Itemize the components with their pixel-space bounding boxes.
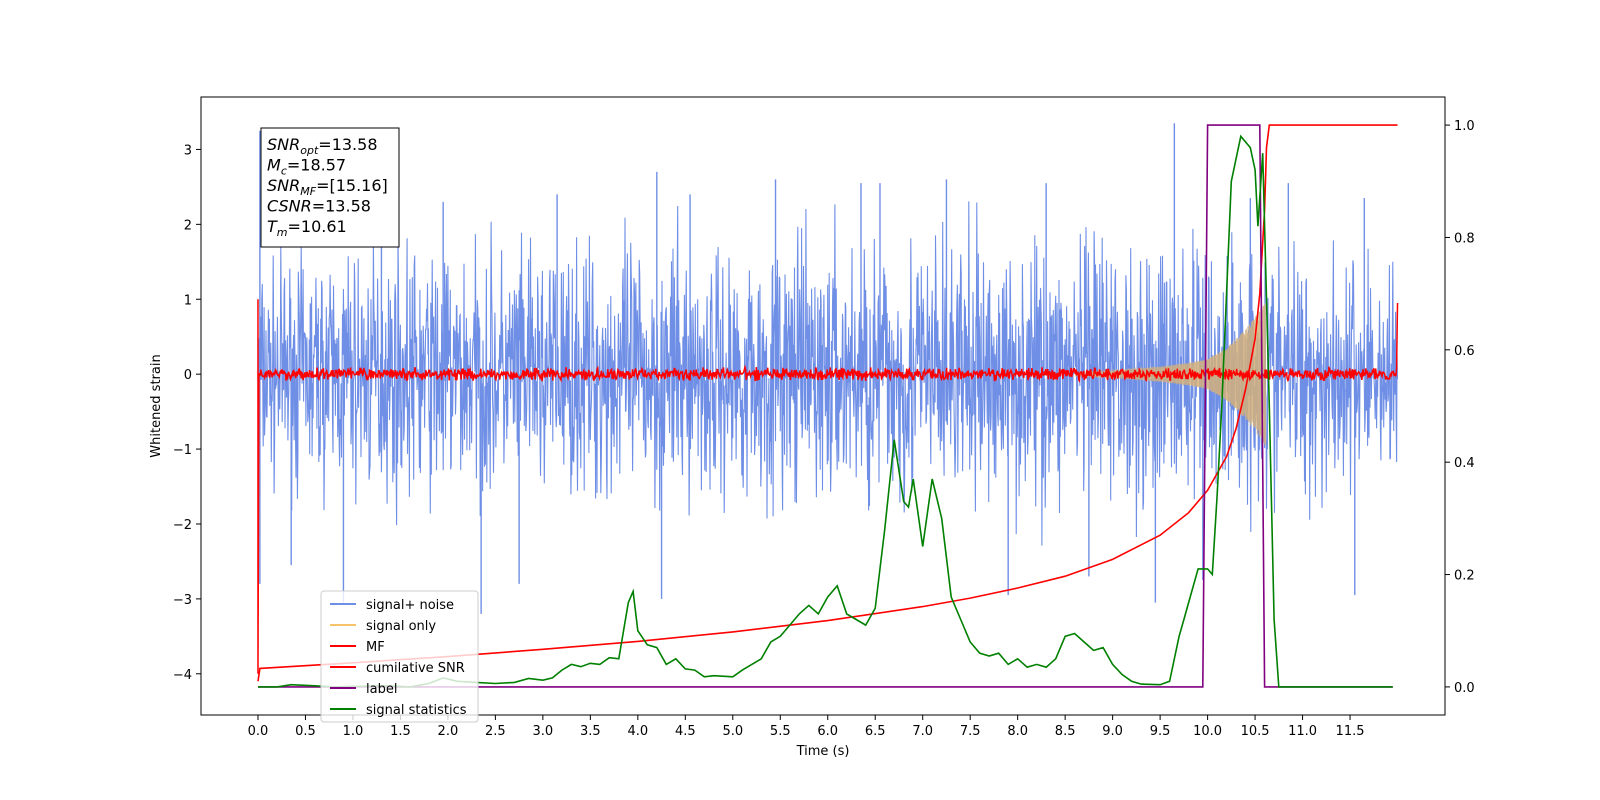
y-tick-label: 1 [184,293,192,308]
x-tick-label: 9.0 [1102,724,1123,739]
x-tick-label: 3.0 [533,724,554,739]
y-axis-label: Whitened strain [149,354,164,457]
x-tick-label: 3.5 [580,724,601,739]
annotation-line: CSNR=13.58 [267,197,371,216]
x-tick-label: 4.5 [675,724,696,739]
x-tick-label: 8.5 [1055,724,1076,739]
legend-label: label [366,682,397,697]
annotation-line: SNRMF=[15.16] [267,176,388,198]
annotation-line: Mc=18.57 [267,156,346,178]
x-tick-label: 7.5 [960,724,981,739]
x-tick-label: 4.0 [627,724,648,739]
annotation-box-frame [260,127,400,248]
y-tick-label: −3 [173,593,192,608]
x-axis-label: Time (s) [796,744,850,759]
legend-label: signal only [366,619,436,634]
x-tick-label: 2.5 [485,724,506,739]
legend-label: signal+ noise [366,598,454,613]
annotation-line: Tm=10.61 [267,217,347,239]
y-tick-label: 0 [184,368,192,383]
x-tick-label: 6.0 [817,724,838,739]
x-tick-label: 8.0 [1007,724,1028,739]
x-tick-label: 5.5 [770,724,791,739]
legend-label: cumilative SNR [366,661,465,676]
x-tick-label: 11.0 [1288,724,1317,739]
y-tick-label: 3 [184,143,192,158]
x-axis: 0.0 0.5 1.0 1.5 2.0 2.5 3.0 3.5 4.0 4.5 5.0 5.5 6.0 6… [248,715,1365,739]
x-tick-label: 0.0 [248,724,269,739]
series-signal-noise-peaks [259,123,1365,614]
y2-tick-label: 0.0 [1454,681,1475,696]
y2-tick-label: 0.6 [1454,344,1475,359]
plot-area [257,123,1399,688]
y-tick-label: −2 [173,518,192,533]
x-tick-label: 5.0 [722,724,743,739]
series-mf [257,299,1399,674]
y-axis-right: 1.0 0.8 0.6 0.4 0.2 0.0 [1445,119,1475,696]
x-tick-label: 10.5 [1241,724,1270,739]
y2-tick-label: 0.8 [1454,231,1475,246]
stats-annotation-box: SNRopt=13.58Mc=18.57SNRMF=[15.16]CSNR=13… [260,127,400,248]
legend: signal+ noise signal only MF cumilative SNR… [320,590,479,723]
plot-frame [200,96,1446,716]
y-tick-label: −4 [173,668,192,683]
y-tick-label: 2 [184,218,192,233]
series-signal-statistics [258,134,1393,688]
y-tick-label: −1 [173,443,192,458]
y2-tick-label: 0.2 [1454,569,1475,584]
series-cumulative-snr [257,124,1398,682]
x-tick-label: 10.0 [1193,724,1222,739]
legend-label: signal statistics [366,703,467,718]
legend-frame [320,590,479,723]
y-axis-left: 3 2 1 0 −1 −2 −3 −4 [173,143,201,683]
x-tick-label: 7.0 [912,724,933,739]
y2-tick-label: 0.4 [1454,456,1475,471]
legend-label: MF [366,640,385,655]
x-tick-label: 11.5 [1336,724,1365,739]
x-tick-label: 1.5 [390,724,411,739]
x-tick-label: 1.0 [343,724,364,739]
x-tick-label: 0.5 [295,724,316,739]
x-tick-label: 2.0 [438,724,459,739]
y2-tick-label: 1.0 [1454,119,1475,134]
annotation-line: SNRopt=13.58 [267,135,378,157]
x-tick-label: 9.5 [1150,724,1171,739]
x-tick-label: 6.5 [865,724,886,739]
